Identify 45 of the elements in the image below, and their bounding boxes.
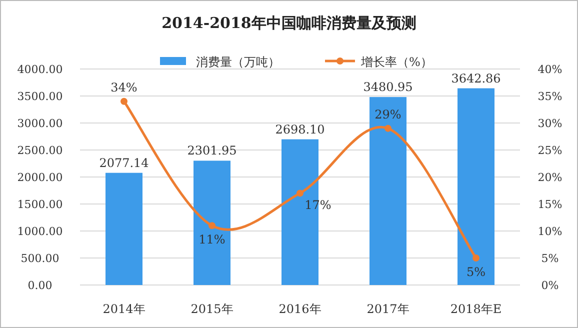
- y-tick-label: 1000.00: [17, 225, 63, 238]
- x-tick-label: 2018年E: [450, 302, 502, 316]
- y-tick-label: 3000.00: [17, 117, 63, 130]
- y2-tick-label: 40%: [538, 63, 562, 76]
- point: [296, 190, 304, 197]
- x-tick-label: 2017年: [366, 302, 410, 316]
- y2-tick-label: 25%: [538, 144, 562, 157]
- point: [472, 254, 480, 262]
- y-tick-label: 0.00: [28, 279, 52, 292]
- data-label: 11%: [198, 232, 226, 247]
- data-label: 34%: [110, 80, 138, 94]
- bar: [458, 88, 494, 285]
- y2-tick-label: 20%: [538, 171, 562, 184]
- data-label: 17%: [304, 198, 332, 212]
- data-label: 5%: [466, 265, 486, 279]
- data-label: 29%: [374, 107, 402, 122]
- y-tick-label: 2500.00: [17, 144, 63, 157]
- data-label: 2698.10: [275, 122, 325, 136]
- y2-tick-label: 0%: [541, 279, 559, 292]
- bar: [106, 172, 142, 285]
- y-tick-label: 2000.00: [17, 171, 63, 184]
- y-tick-label: 1500.00: [17, 198, 63, 211]
- y2-tick-label: 30%: [538, 117, 562, 130]
- legend-label: 增长率（%）: [360, 55, 432, 69]
- x-tick-label: 2014年: [102, 302, 146, 316]
- bar: [194, 160, 230, 285]
- point: [208, 222, 216, 230]
- y-tick-label: 500.00: [20, 252, 60, 265]
- y2-tick-label: 35%: [538, 90, 562, 103]
- x-tick-label: 2016年: [278, 302, 322, 316]
- y-tick-label: 4000.00: [17, 63, 63, 76]
- chart-title: 2014-2018年中国咖啡消费量及预测: [162, 14, 416, 32]
- y2-tick-label: 15%: [538, 198, 562, 211]
- data-label: 2077.14: [99, 156, 150, 170]
- point: [120, 98, 128, 105]
- bar: [370, 97, 406, 285]
- y-tick-label: 3500.00: [17, 90, 63, 103]
- y2-tick-label: 5%: [541, 252, 559, 265]
- data-label: 2301.95: [187, 144, 237, 158]
- point: [384, 124, 392, 132]
- data-label: 3642.86: [451, 71, 501, 86]
- legend-label: 消费量（万吨）: [196, 55, 280, 69]
- y2-tick-label: 10%: [538, 225, 562, 238]
- x-tick-label: 2015年: [190, 302, 234, 316]
- data-label: 3480.95: [363, 80, 413, 94]
